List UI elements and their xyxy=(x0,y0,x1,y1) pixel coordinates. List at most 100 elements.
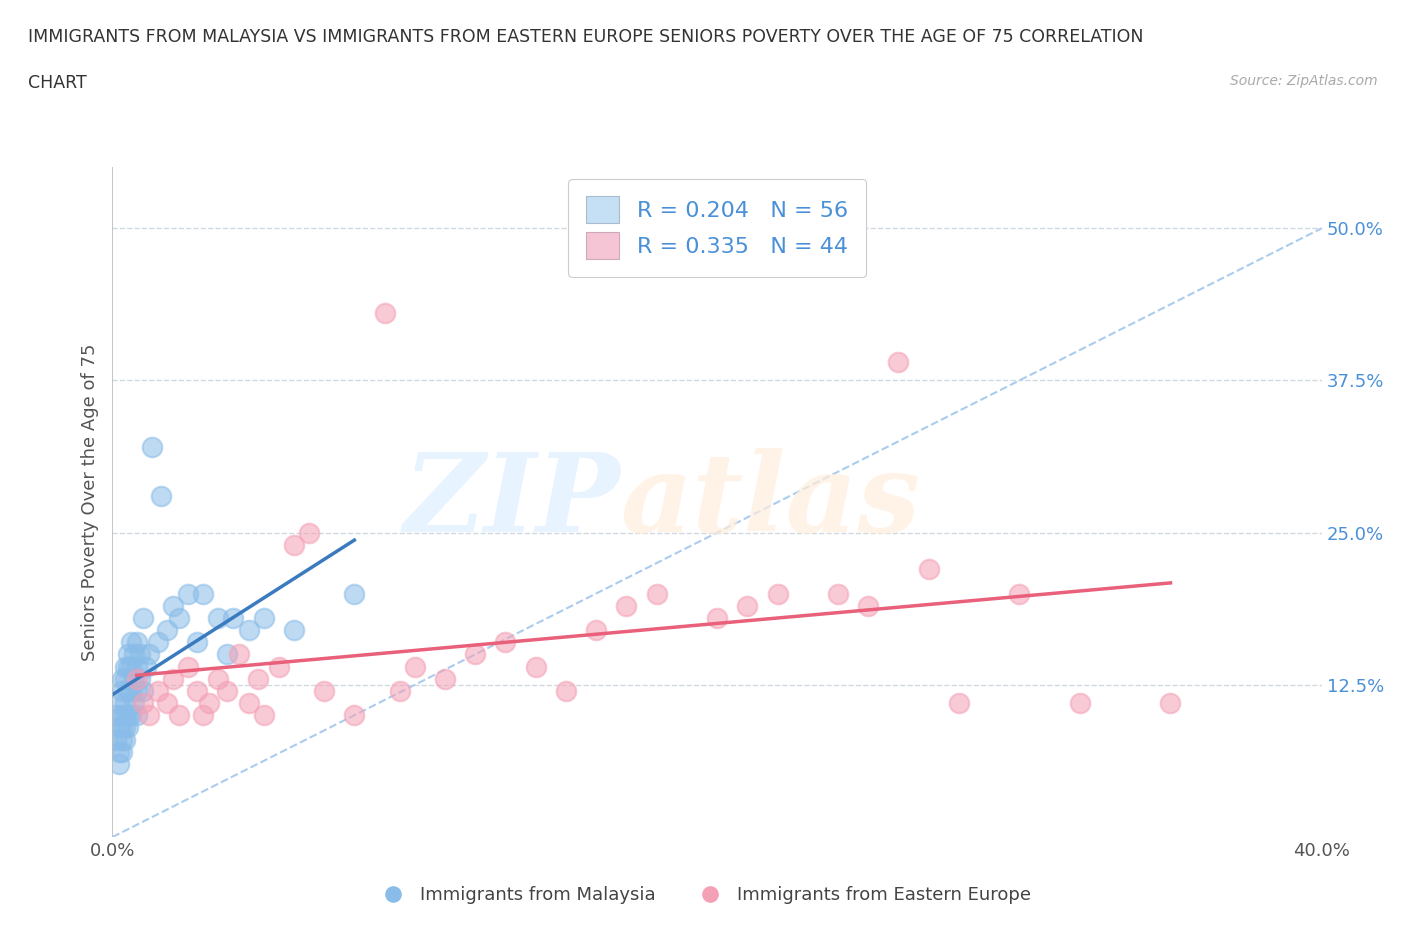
Point xyxy=(122,647,145,662)
Point xyxy=(110,708,132,723)
Point xyxy=(198,696,221,711)
Point xyxy=(207,671,229,686)
Text: CHART: CHART xyxy=(28,74,87,92)
Point xyxy=(343,586,366,601)
Point xyxy=(191,708,214,723)
Point xyxy=(314,684,336,698)
Point xyxy=(856,598,880,613)
Point xyxy=(156,622,179,637)
Point xyxy=(283,538,305,552)
Point xyxy=(128,647,150,662)
Point xyxy=(110,671,132,686)
Point xyxy=(827,586,849,601)
Point xyxy=(104,708,127,723)
Point xyxy=(138,708,160,723)
Point xyxy=(146,684,169,698)
Point xyxy=(120,659,142,674)
Point xyxy=(918,562,941,577)
Y-axis label: Seniors Poverty Over the Age of 75: Seniors Poverty Over the Age of 75 xyxy=(80,343,98,661)
Point xyxy=(107,744,129,759)
Text: Source: ZipAtlas.com: Source: ZipAtlas.com xyxy=(1230,74,1378,88)
Point xyxy=(253,708,276,723)
Point xyxy=(186,635,208,650)
Point xyxy=(135,659,157,674)
Point xyxy=(554,684,576,698)
Point xyxy=(117,720,139,735)
Point xyxy=(114,671,136,686)
Point xyxy=(177,586,200,601)
Point xyxy=(464,647,486,662)
Point xyxy=(122,696,145,711)
Point xyxy=(191,586,214,601)
Point xyxy=(122,671,145,686)
Point xyxy=(117,708,139,723)
Point xyxy=(186,684,208,698)
Point xyxy=(374,306,396,321)
Point xyxy=(228,647,250,662)
Point xyxy=(114,708,136,723)
Point xyxy=(1159,696,1181,711)
Point xyxy=(283,622,305,637)
Point xyxy=(404,659,426,674)
Point xyxy=(887,354,910,369)
Point xyxy=(737,598,759,613)
Point xyxy=(238,622,260,637)
Point xyxy=(146,635,169,650)
Point xyxy=(217,684,239,698)
Point xyxy=(114,732,136,747)
Point xyxy=(110,720,132,735)
Point xyxy=(114,720,136,735)
Point xyxy=(217,647,239,662)
Point xyxy=(114,659,136,674)
Point xyxy=(114,696,136,711)
Text: atlas: atlas xyxy=(620,448,921,556)
Point xyxy=(207,610,229,625)
Point xyxy=(706,610,728,625)
Point xyxy=(125,671,148,686)
Point xyxy=(388,684,411,698)
Point xyxy=(1069,696,1091,711)
Point xyxy=(138,647,160,662)
Point xyxy=(125,684,148,698)
Point xyxy=(132,696,155,711)
Point xyxy=(125,635,148,650)
Point xyxy=(132,610,155,625)
Point xyxy=(645,586,668,601)
Point xyxy=(267,659,290,674)
Point xyxy=(167,610,190,625)
Point xyxy=(433,671,456,686)
Text: ZIP: ZIP xyxy=(404,448,620,556)
Point xyxy=(120,635,142,650)
Point xyxy=(132,684,155,698)
Point xyxy=(495,635,517,650)
Point xyxy=(120,708,142,723)
Point xyxy=(162,671,184,686)
Point xyxy=(585,622,607,637)
Point xyxy=(238,696,260,711)
Point xyxy=(156,696,179,711)
Point xyxy=(149,488,172,503)
Point xyxy=(110,744,132,759)
Point xyxy=(766,586,789,601)
Point xyxy=(107,756,129,771)
Point xyxy=(128,671,150,686)
Point xyxy=(141,440,163,455)
Point xyxy=(1008,586,1031,601)
Legend: Immigrants from Malaysia, Immigrants from Eastern Europe: Immigrants from Malaysia, Immigrants fro… xyxy=(368,879,1038,911)
Point xyxy=(125,659,148,674)
Point xyxy=(117,684,139,698)
Point xyxy=(120,684,142,698)
Point xyxy=(222,610,245,625)
Text: IMMIGRANTS FROM MALAYSIA VS IMMIGRANTS FROM EASTERN EUROPE SENIORS POVERTY OVER : IMMIGRANTS FROM MALAYSIA VS IMMIGRANTS F… xyxy=(28,28,1143,46)
Point xyxy=(110,684,132,698)
Point xyxy=(110,732,132,747)
Point xyxy=(253,610,276,625)
Point xyxy=(343,708,366,723)
Point xyxy=(167,708,190,723)
Point xyxy=(616,598,638,613)
Point xyxy=(107,720,129,735)
Point xyxy=(177,659,200,674)
Point xyxy=(104,732,127,747)
Point xyxy=(125,708,148,723)
Point xyxy=(107,696,129,711)
